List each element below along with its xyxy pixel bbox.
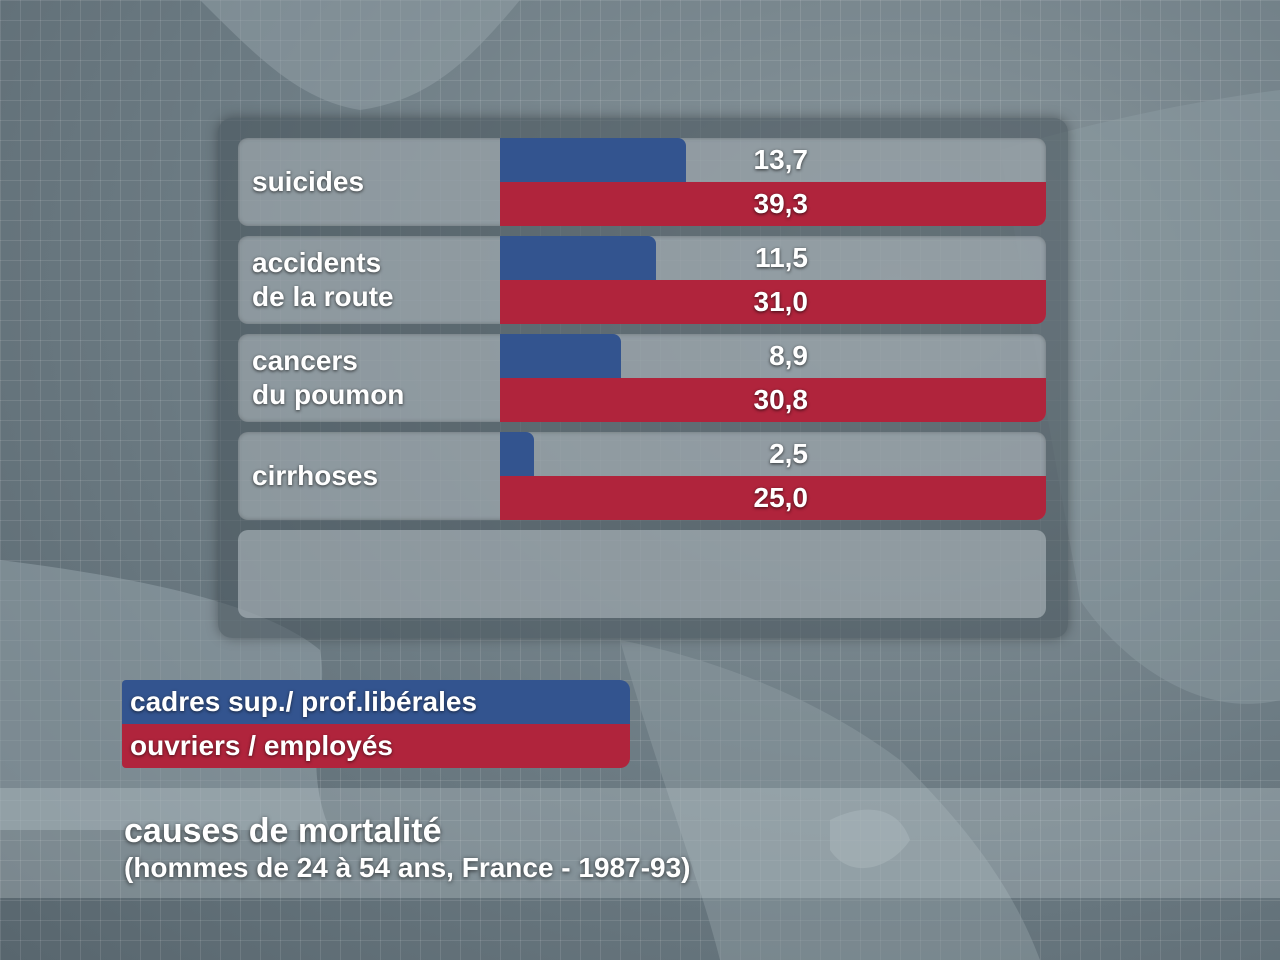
value-label-cadres: 11,5 — [755, 242, 808, 273]
chart-title: causes de mortalité — [124, 812, 442, 850]
bar-cadres — [500, 334, 621, 378]
chart-row: suicides 13,7 39,3 — [238, 138, 1046, 226]
category-label: cancers du poumon — [252, 345, 405, 410]
value-label-ouvriers: 25,0 — [753, 482, 809, 513]
category-label: suicides — [252, 166, 365, 197]
chart-row: accidents de la route 11,5 31,0 — [238, 236, 1046, 324]
bar-ouvriers — [500, 476, 1046, 520]
bar-ouvriers — [500, 280, 1046, 324]
bar-cadres — [500, 138, 686, 182]
value-label-ouvriers: 31,0 — [753, 286, 809, 317]
chart-row: cancers du poumon 8,9 30,8 — [238, 334, 1046, 422]
value-label-cadres: 8,9 — [769, 340, 808, 371]
chart-subtitle: (hommes de 24 à 54 ans, France - 1987-93… — [124, 852, 691, 883]
bar-pair — [500, 138, 1046, 226]
chart-row: cirrhoses 2,5 25,0 — [238, 432, 1046, 520]
bar-ouvriers — [500, 182, 1046, 226]
caption-band — [0, 788, 1280, 898]
legend-item-ouvriers: ouvriers / employés — [122, 724, 630, 768]
empty-row — [238, 530, 1046, 618]
value-label-cadres: 2,5 — [769, 438, 808, 469]
category-label: accidents de la route — [252, 247, 394, 312]
legend-item-cadres: cadres sup./ prof.libérales — [122, 680, 630, 724]
value-label-ouvriers: 39,3 — [753, 188, 809, 219]
bar-pair — [500, 236, 1046, 324]
value-label-cadres: 13,7 — [753, 144, 809, 175]
category-label: cirrhoses — [252, 460, 379, 491]
bar-cadres — [500, 236, 656, 280]
bar-ouvriers — [500, 378, 1046, 422]
bar-pair — [500, 334, 1046, 422]
value-label-ouvriers: 30,8 — [753, 384, 809, 415]
bar-pair — [500, 432, 1046, 520]
bar-cadres — [500, 432, 534, 476]
